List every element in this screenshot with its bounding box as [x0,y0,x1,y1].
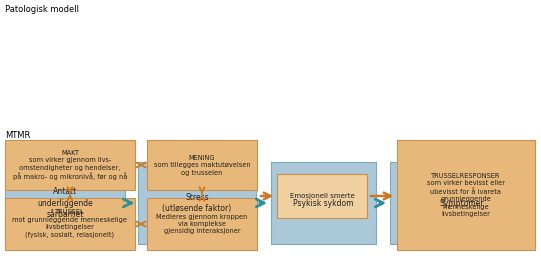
FancyBboxPatch shape [147,140,257,190]
FancyBboxPatch shape [138,162,256,244]
FancyBboxPatch shape [397,140,535,250]
Text: Stress
(utløsende faktor): Stress (utløsende faktor) [162,193,232,213]
Text: Psykisk sykdom: Psykisk sykdom [293,199,354,208]
Text: MENING
som tillegges maktutøvelsen
og trusselen: MENING som tillegges maktutøvelsen og tr… [154,155,250,176]
Text: MTMR: MTMR [5,131,30,140]
FancyBboxPatch shape [5,162,125,244]
Text: MAKT
som virker gjennom livs-
omstendigheter og hendelser,
på makro- og mikroniv: MAKT som virker gjennom livs- omstendigh… [13,150,127,180]
FancyBboxPatch shape [5,198,135,250]
Text: Antatt
underliggende
sårbarhet: Antatt underliggende sårbarhet [37,187,93,219]
Text: Medieres gjennom kroppen
via komplekse
gjensidig interaksjoner: Medieres gjennom kroppen via komplekse g… [156,214,248,234]
Text: Patologisk modell: Patologisk modell [5,5,79,14]
FancyBboxPatch shape [277,174,367,218]
FancyBboxPatch shape [147,198,257,250]
FancyBboxPatch shape [390,162,533,244]
Text: Emosjonell smerte: Emosjonell smerte [289,193,354,199]
Text: Symptomer: Symptomer [439,199,484,208]
FancyBboxPatch shape [271,162,376,244]
Text: TRUSSEL
mot grunnleggende menneskelige
livsbetingelser
(fysisk, sosialt, relasjo: TRUSSEL mot grunnleggende menneskelige l… [12,210,128,238]
FancyBboxPatch shape [5,140,135,190]
Text: TRUSSELRESPONSER
som virker bevisst eller
ubevisst for å ivareta
grunnleggende
m: TRUSSELRESPONSER som virker bevisst elle… [427,173,505,217]
